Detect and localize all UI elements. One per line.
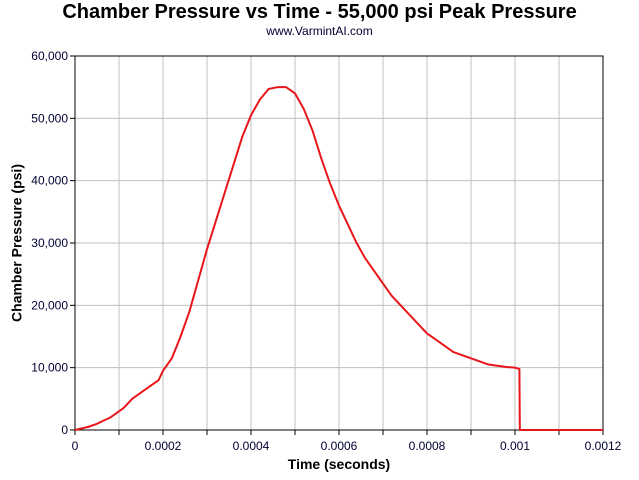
y-tick-label: 30,000 (31, 236, 68, 250)
y-tick-label: 20,000 (31, 298, 68, 312)
y-tick-label: 40,000 (31, 174, 68, 188)
y-tick-label: 10,000 (31, 361, 68, 375)
chart-title: Chamber Pressure vs Time - 55,000 psi Pe… (62, 1, 577, 23)
pressure-series-line (74, 86, 603, 431)
x-tick-label: 0.0004 (233, 439, 270, 453)
x-tick-label: 0.0006 (321, 439, 358, 453)
x-tick-label: 0.0002 (145, 439, 182, 453)
y-tick-label: 50,000 (31, 111, 68, 125)
x-tick-label: 0.0012 (585, 439, 622, 453)
series-layer (74, 86, 603, 431)
chart-subtitle: www.VarmintAI.com (266, 24, 373, 38)
y-axis-label: Chamber Pressure (psi) (9, 164, 25, 322)
x-tick-label: 0 (72, 439, 79, 453)
gridlines (74, 55, 604, 431)
y-tick-label: 0 (61, 423, 68, 437)
axis-ticks: 0 0.0002 0.0004 0.0006 0.0008 0.001 0.0012 0 10,… (31, 49, 621, 453)
x-axis-label: Time (seconds) (288, 456, 390, 472)
x-tick-label: 0.0008 (409, 439, 446, 453)
x-tick-label: 0.001 (500, 439, 530, 453)
y-tick-label: 60,000 (31, 49, 68, 63)
